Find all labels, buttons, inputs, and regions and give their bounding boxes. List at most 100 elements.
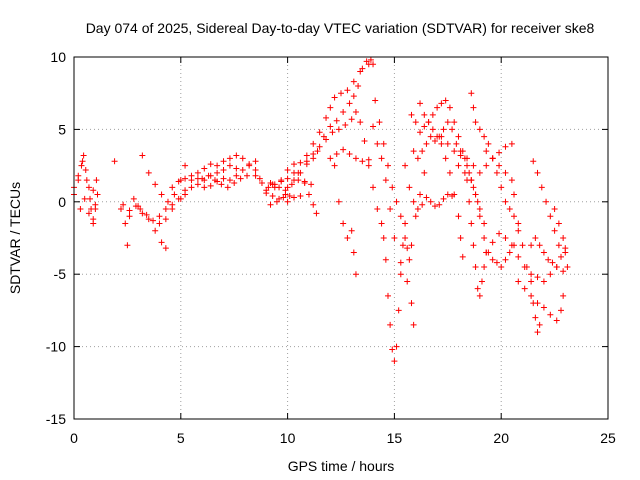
data-point — [483, 249, 490, 256]
data-point — [273, 198, 280, 205]
data-point — [83, 177, 90, 184]
data-point — [380, 235, 387, 241]
data-point — [560, 292, 567, 299]
x-tick-label: 5 — [177, 430, 185, 446]
data-point — [162, 206, 169, 213]
data-point — [412, 119, 419, 126]
data-point — [79, 158, 86, 165]
data-point — [188, 172, 195, 179]
data-point — [284, 198, 291, 205]
data-point — [263, 190, 270, 197]
data-point — [357, 119, 364, 126]
data-point — [532, 235, 539, 241]
data-point — [331, 162, 338, 169]
data-point — [545, 256, 552, 263]
data-point — [201, 165, 208, 172]
x-tick-label: 25 — [600, 430, 616, 446]
data-point — [233, 165, 240, 172]
data-point — [406, 256, 413, 263]
data-point — [521, 285, 528, 292]
data-point — [511, 191, 518, 198]
y-axis-label: SDTVAR / TECUs — [7, 182, 23, 294]
data-point — [540, 249, 547, 256]
y-tick-label: -10 — [46, 339, 66, 355]
data-point — [359, 158, 366, 165]
data-point — [468, 220, 475, 227]
data-point — [182, 162, 189, 169]
data-point — [427, 133, 434, 140]
data-point — [461, 169, 468, 176]
data-point — [237, 175, 244, 182]
data-point — [547, 311, 554, 318]
data-point — [536, 321, 543, 328]
data-point — [528, 242, 535, 249]
chart-title: Day 074 of 2025, Sidereal Day-to-day VTE… — [86, 20, 595, 36]
data-series — [71, 56, 571, 365]
data-point — [77, 206, 84, 213]
data-point — [342, 122, 349, 129]
data-point — [536, 242, 543, 249]
data-point — [162, 216, 169, 223]
data-point — [425, 119, 432, 126]
data-point — [327, 104, 334, 111]
y-tick-label: -15 — [46, 411, 66, 427]
data-point — [139, 210, 146, 217]
data-point — [297, 159, 304, 166]
data-point — [470, 162, 477, 169]
data-point — [421, 111, 428, 118]
data-point — [434, 104, 441, 111]
data-point — [528, 292, 535, 299]
data-point — [395, 307, 402, 314]
data-point — [301, 178, 308, 185]
data-point — [429, 111, 436, 118]
data-point — [483, 148, 490, 155]
data-point — [286, 193, 293, 200]
data-point — [124, 242, 131, 249]
data-point — [397, 259, 404, 266]
data-point — [310, 140, 317, 147]
data-point — [502, 198, 509, 205]
data-point — [421, 169, 428, 176]
data-point — [194, 169, 201, 176]
data-point — [478, 278, 485, 285]
data-point — [81, 195, 88, 202]
data-point — [391, 235, 398, 241]
grid-lines — [74, 57, 608, 419]
data-point — [402, 220, 409, 227]
data-point — [244, 172, 251, 179]
data-point — [464, 162, 471, 169]
data-point — [231, 179, 238, 186]
data-point — [239, 166, 246, 173]
data-point — [75, 172, 82, 179]
data-point — [446, 169, 453, 176]
data-point — [538, 184, 545, 191]
data-point — [374, 206, 381, 213]
data-point — [335, 198, 342, 205]
data-point — [402, 162, 409, 169]
data-point — [169, 206, 176, 213]
data-point — [175, 195, 182, 202]
data-point — [560, 268, 567, 275]
data-point — [485, 140, 492, 147]
data-point — [139, 152, 146, 159]
data-point — [303, 152, 310, 159]
data-point — [489, 256, 496, 263]
y-tick-label: 0 — [58, 194, 66, 210]
data-point — [267, 179, 274, 186]
data-point — [534, 274, 541, 281]
data-point — [323, 136, 330, 143]
data-point — [429, 126, 436, 133]
data-point — [427, 198, 434, 205]
data-point — [175, 178, 182, 185]
data-point — [459, 253, 466, 260]
data-point — [519, 242, 526, 249]
data-point — [152, 227, 159, 234]
data-point — [378, 220, 385, 227]
data-point — [498, 184, 505, 191]
data-point — [406, 184, 413, 191]
data-point — [457, 235, 464, 241]
data-point — [521, 263, 528, 270]
plot-frame — [73, 56, 609, 420]
data-point — [508, 177, 515, 184]
data-point — [256, 175, 263, 182]
